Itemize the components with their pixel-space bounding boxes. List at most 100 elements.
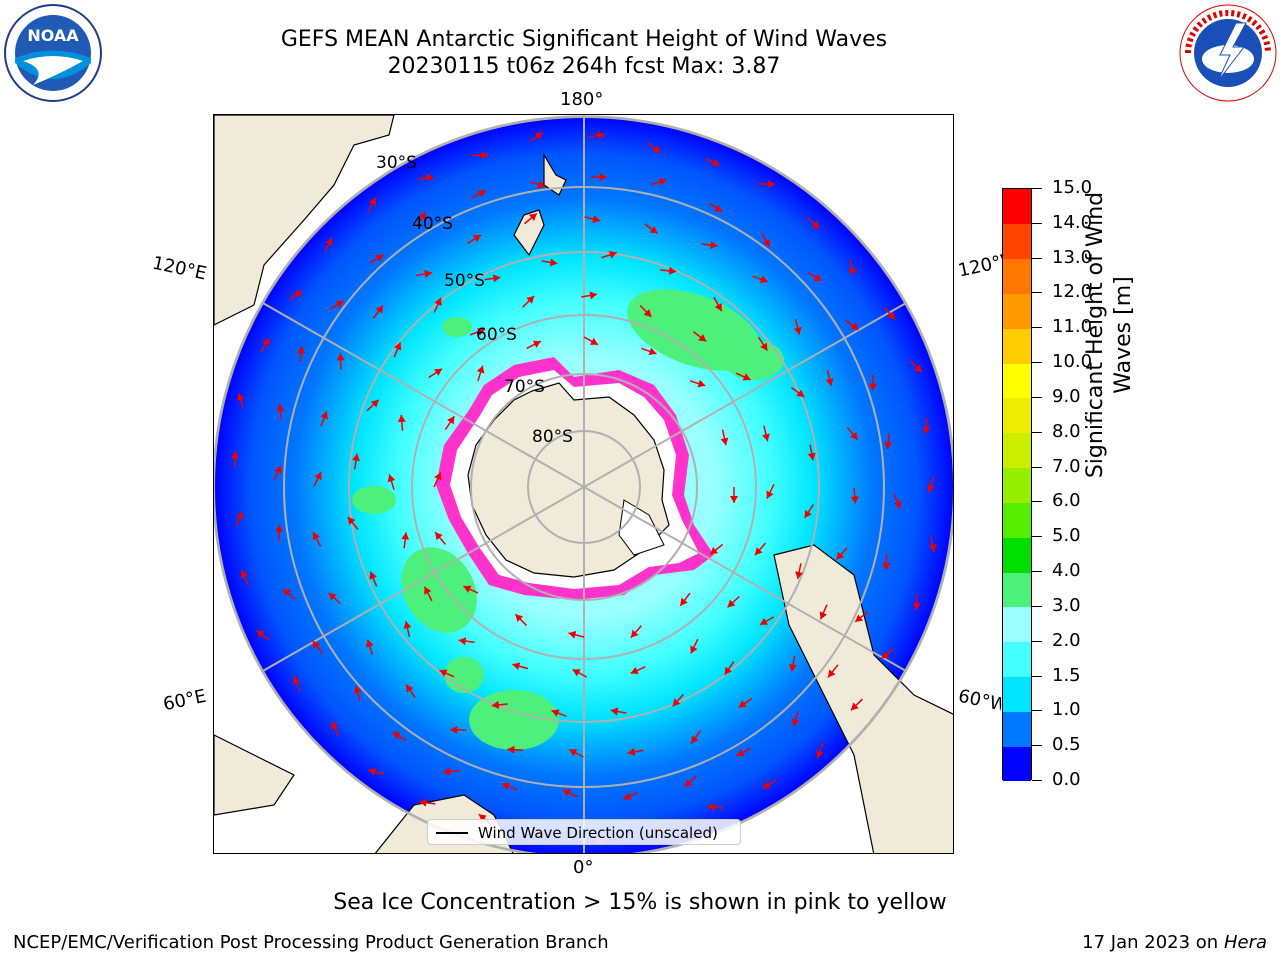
footer-machine: Hera xyxy=(1223,932,1267,953)
wind-arrow-head xyxy=(928,544,937,552)
wind-arrow-head xyxy=(312,640,321,649)
wind-arrow-head xyxy=(697,379,706,388)
lat-label-50s: 50°S xyxy=(444,271,485,291)
lat-label-40s: 40°S xyxy=(412,214,453,234)
wind-arrow-head xyxy=(478,814,487,822)
wind-wave-direction-arrows xyxy=(231,131,937,846)
colorbar-tick-label: 1.5 xyxy=(1052,664,1081,686)
colorbar-segment xyxy=(1003,502,1031,538)
wind-arrow-head xyxy=(649,226,658,234)
wind-arrow-head xyxy=(848,267,856,276)
wind-arrow-head xyxy=(811,221,820,229)
wind-arrow-head xyxy=(292,676,301,685)
colorbar-tick-label: 15.0 xyxy=(1052,177,1093,198)
wind-arrow-head xyxy=(458,637,467,646)
wind-arrow-head xyxy=(375,254,384,262)
colorbar-tick xyxy=(1032,257,1042,259)
wind-arrow-head xyxy=(447,416,455,425)
colorbar-tick xyxy=(1032,222,1042,224)
colorbar-tick-label: 14.0 xyxy=(1052,211,1093,233)
wind-arrow-head xyxy=(392,732,401,740)
wind-arrow-head xyxy=(714,303,722,312)
wind-arrow-head xyxy=(630,666,639,675)
wind-arrow-head xyxy=(767,180,775,189)
wind-arrow-head xyxy=(762,433,770,442)
chart-title: GEFS MEAN Antarctic Significant Height o… xyxy=(280,27,888,52)
wind-arrow-head xyxy=(491,700,500,709)
polar-map: 30°S 40°S 50°S 60°S 70°S 80°S xyxy=(213,114,954,854)
wind-arrow-head xyxy=(648,347,657,356)
wind-arrow-head xyxy=(434,368,443,376)
wind-arrow-head xyxy=(328,592,337,601)
colorbar-tick xyxy=(1032,536,1042,538)
colorbar-title: Significant Height of Wind Waves [m] xyxy=(1083,191,1136,479)
wind-arrow-head xyxy=(406,684,414,693)
wind-arrow-head xyxy=(796,389,805,397)
colorbar-segment xyxy=(1003,397,1031,434)
wind-arrow-head xyxy=(439,669,448,677)
wind-arrow-head xyxy=(274,465,282,474)
colorbar-tick-label: 13.0 xyxy=(1052,246,1093,268)
wind-arrow-head xyxy=(608,251,617,259)
colorbar-tick xyxy=(1032,188,1042,189)
colorbar-segment xyxy=(1003,223,1031,260)
colorbar-tick-label: 3.0 xyxy=(1052,594,1081,616)
colorbar-tick-label: 0.5 xyxy=(1052,734,1081,756)
colorbar-tick-label: 6.0 xyxy=(1052,490,1081,512)
wind-arrow-head xyxy=(434,472,442,481)
wind-arrow-head xyxy=(435,532,443,541)
wind-arrow-head xyxy=(443,767,451,776)
wind-arrow-head xyxy=(256,630,265,638)
wind-arrow-head xyxy=(235,511,244,520)
wind-arrow-head xyxy=(331,721,339,730)
wind-arrow-head xyxy=(762,239,770,248)
wind-arrow-head xyxy=(672,698,681,707)
lon-label-120w: 120°W xyxy=(956,251,1006,282)
wind-arrow-head xyxy=(627,747,636,756)
wind-arrow-head xyxy=(512,662,521,671)
wind-arrow-head xyxy=(730,496,738,503)
noaa-logo-icon: NOAA xyxy=(4,4,102,102)
wind-arrow-head xyxy=(727,599,736,608)
wind-arrow-head xyxy=(707,803,716,812)
colorbar-tick xyxy=(1032,362,1042,364)
colorbar-segment xyxy=(1003,293,1031,329)
wind-arrow-head xyxy=(312,532,320,541)
wind-arrow-head xyxy=(793,326,802,335)
wind-arrow-head xyxy=(528,213,537,221)
wind-arrow-head xyxy=(275,524,284,532)
wind-arrow-head xyxy=(450,725,458,734)
wind-arrow-head xyxy=(828,669,836,678)
wind-arrow-head xyxy=(515,614,524,622)
wind-arrow-head xyxy=(551,709,560,717)
colorbar-tick-label: 7.0 xyxy=(1052,455,1081,477)
wind-arrow-head xyxy=(710,546,719,555)
wind-arrow-head xyxy=(658,178,667,186)
wind-arrow-head xyxy=(762,781,771,789)
wind-arrow-head xyxy=(684,779,693,787)
wind-arrow-head xyxy=(754,547,763,556)
wind-arrow-head xyxy=(643,309,652,317)
wind-arrow-head xyxy=(711,158,720,167)
wind-arrow-head xyxy=(698,333,707,342)
colorbar-segment xyxy=(1003,363,1031,399)
wind-arrow-head xyxy=(599,173,607,182)
wind-arrow-head xyxy=(502,782,510,791)
map-canvas xyxy=(214,115,953,853)
meridians xyxy=(214,116,953,853)
wind-arrow-head xyxy=(294,291,303,299)
wind-arrow-head xyxy=(568,630,577,639)
lon-label-60e: 60°E xyxy=(161,685,208,716)
wind-arrow-head xyxy=(691,735,699,744)
wind-arrow-head xyxy=(610,707,619,716)
wind-arrow-head xyxy=(336,353,345,361)
lat-label-30s: 30°S xyxy=(376,153,417,173)
wind-arrow-head xyxy=(549,258,558,267)
wind-arrow-head xyxy=(369,571,377,580)
wind-arrow-head xyxy=(394,342,402,351)
wind-arrow-head xyxy=(562,789,572,797)
wind-arrow-head xyxy=(236,393,245,401)
wind-arrow-head xyxy=(850,431,858,440)
colorbar-segment xyxy=(1003,258,1031,294)
colorbar-tick-label: 5.0 xyxy=(1052,525,1081,547)
